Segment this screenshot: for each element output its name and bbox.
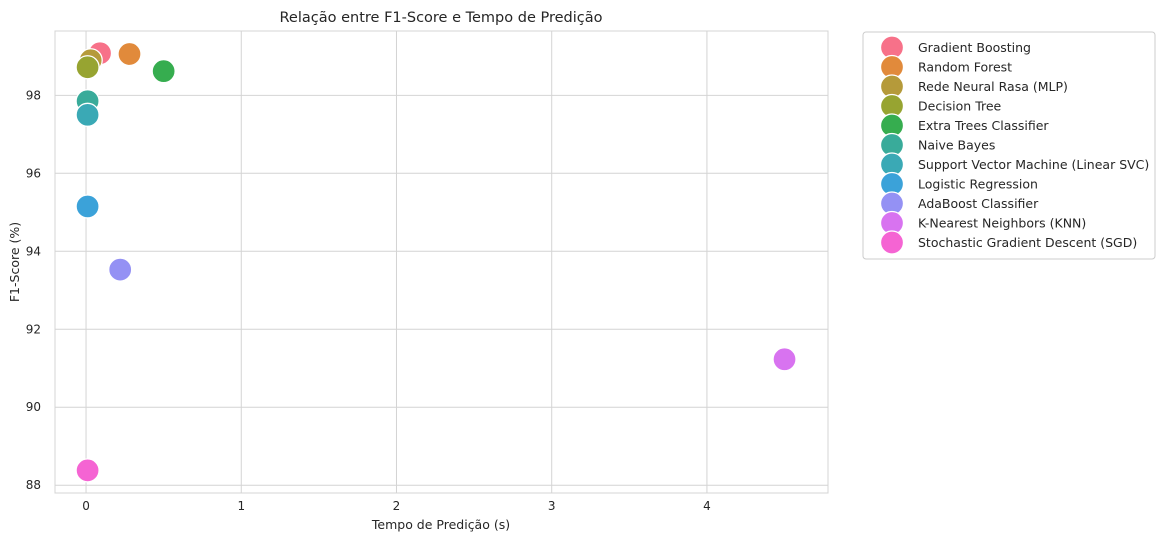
x-tick-label: 3	[548, 499, 556, 513]
legend-marker	[879, 230, 905, 255]
x-tick-label: 1	[237, 499, 245, 513]
data-point	[108, 257, 133, 282]
data-point	[151, 59, 176, 84]
chart-title: Relação entre F1-Score e Tempo de Prediç…	[280, 10, 603, 26]
grid-lines	[55, 31, 828, 493]
data-points	[75, 41, 797, 483]
x-tick-label: 0	[82, 499, 90, 513]
legend-frame	[862, 31, 1156, 260]
y-tick-label: 94	[26, 244, 41, 258]
data-point	[117, 41, 142, 67]
legend-label: K-Nearest Neighbors (KNN)	[918, 216, 1086, 231]
plot-area: 0 1 2 3 4 88 90 92 94 96 98	[26, 30, 829, 513]
legend-label: Random Forest	[918, 60, 1012, 75]
plot-frame	[54, 30, 829, 494]
y-tick-label: 96	[26, 166, 41, 180]
legend-label: Naive Bayes	[918, 138, 995, 153]
y-tick-label: 92	[26, 322, 41, 336]
y-axis-label: F1-Score (%)	[7, 222, 22, 302]
data-point	[75, 194, 100, 219]
x-tick-label: 4	[703, 499, 711, 513]
legend-label: Logistic Regression	[918, 177, 1038, 192]
legend-label: AdaBoost Classifier	[918, 196, 1039, 211]
y-tick-label: 88	[26, 478, 41, 492]
data-point	[772, 347, 797, 372]
legend-label: Rede Neural Rasa (MLP)	[918, 79, 1068, 94]
y-tick-label: 90	[26, 400, 41, 414]
legend-label: Stochastic Gradient Descent (SGD)	[918, 235, 1137, 250]
legend-label: Decision Tree	[918, 99, 1002, 114]
legend-label: Gradient Boosting	[918, 40, 1031, 55]
legend-label: Support Vector Machine (Linear SVC)	[918, 157, 1149, 172]
data-point	[75, 55, 100, 80]
data-point	[75, 458, 100, 483]
tick-labels: 0 1 2 3 4 88 90 92 94 96 98	[26, 88, 711, 513]
legend: Gradient Boosting Random Forest Rede Neura…	[862, 31, 1156, 260]
data-point	[75, 102, 100, 127]
x-axis-label: Tempo de Predição (s)	[371, 517, 510, 532]
x-tick-label: 2	[393, 499, 401, 513]
y-tick-label: 98	[26, 88, 41, 102]
legend-label: Extra Trees Classifier	[918, 118, 1049, 133]
